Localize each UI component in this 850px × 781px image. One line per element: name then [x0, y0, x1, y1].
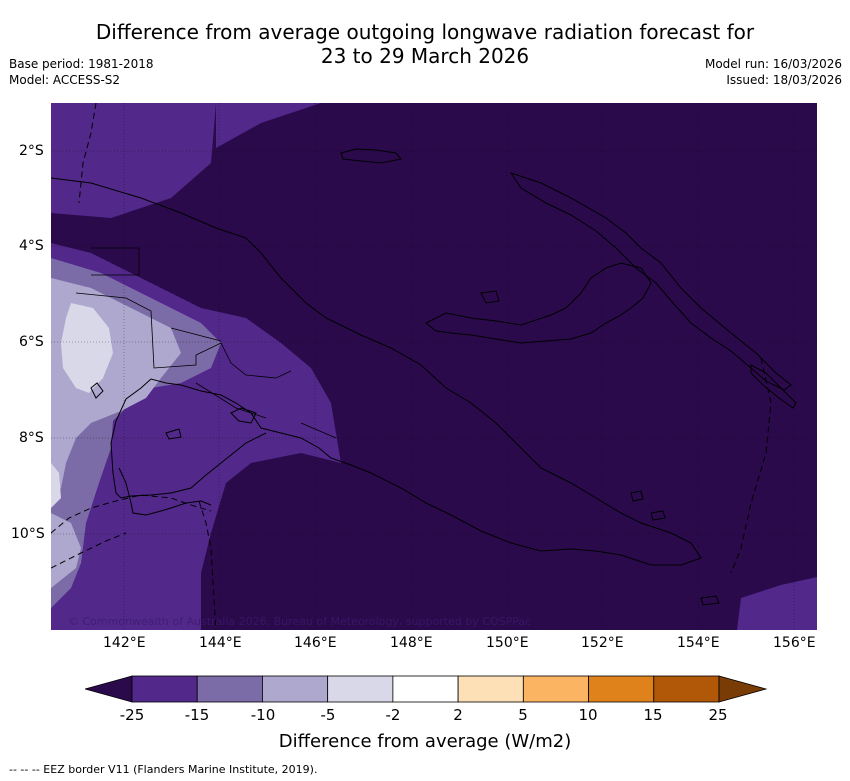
- lat-label-8s: 8°S: [19, 430, 44, 446]
- lon-label-156e: 156°E: [773, 635, 816, 651]
- lon-label-144e: 144°E: [199, 635, 242, 651]
- colorbar-segment: [327, 675, 394, 703]
- anomaly-zone-purple-se: [737, 577, 817, 630]
- colorbar-segment: [457, 675, 524, 703]
- colorbar-segment: [522, 675, 589, 703]
- colorbar-segments: [131, 675, 720, 703]
- graticule: [51, 103, 817, 630]
- colorbar-segment: [262, 675, 329, 703]
- lat-label-2s: 2°S: [19, 143, 44, 159]
- colorbar-segment: [196, 675, 263, 703]
- legend-tick: -2: [385, 706, 401, 724]
- legend-tick: -25: [119, 706, 145, 724]
- anomaly-zone-very-light: [51, 303, 113, 508]
- legend-tick: 15: [643, 706, 663, 724]
- model-info: Base period: 1981-2018 Model: ACCESS-S2: [9, 56, 154, 88]
- legend-tick: -10: [250, 706, 276, 724]
- colorbar-extend-high: [718, 675, 768, 703]
- colorbar-extend-low: [85, 675, 133, 703]
- new-britain-coast: [425, 262, 652, 344]
- eez-east: [730, 357, 772, 574]
- title-line-1: Difference from average outgoing longwav…: [95, 20, 755, 44]
- lat-label-6s: 6°S: [19, 334, 44, 350]
- colorbar-segment: [588, 675, 655, 703]
- colorbar-segment: [653, 675, 720, 703]
- legend-tick: -15: [184, 706, 210, 724]
- model-name: Model: ACCESS-S2: [9, 73, 121, 87]
- manus-island-coast: [340, 148, 402, 164]
- eez-borders: [51, 103, 772, 630]
- png-indonesia-border: [75, 292, 292, 379]
- lon-label-152e: 152°E: [581, 635, 624, 651]
- model-run-date: Model run: 16/03/2026: [704, 57, 842, 71]
- issued-date: Issued: 18/03/2026: [726, 73, 842, 87]
- legend-tick: 10: [578, 706, 598, 724]
- new-ireland-coast: [509, 172, 792, 391]
- eez-west: [78, 103, 97, 204]
- eez-torres: [198, 500, 217, 630]
- title-line-2: 23 to 29 March 2026: [320, 44, 530, 68]
- lon-label-142e: 142°E: [103, 635, 146, 651]
- lat-label-10s: 10°S: [11, 526, 45, 542]
- olr-anomaly-map: © Commonwealth of Australia 2026, Bureau…: [51, 103, 817, 630]
- copyright-text: © Commonwealth of Australia 2026, Bureau…: [68, 615, 531, 628]
- australia-north-coast: [118, 467, 212, 516]
- map-title: Difference from average outgoing longwav…: [0, 20, 850, 68]
- coastlines: [51, 148, 797, 606]
- eez-footnote: -- -- -- EEZ border V11 (Flanders Marine…: [9, 763, 318, 776]
- province-boundaries: [91, 247, 337, 439]
- legend-tick: 5: [518, 706, 528, 724]
- lon-label-154e: 154°E: [677, 635, 720, 651]
- colorbar: [85, 675, 768, 703]
- eez-southwest: [51, 532, 127, 569]
- anomaly-zone-purple-ne: [216, 103, 321, 148]
- small-islands: [90, 290, 720, 606]
- legend-title: Difference from average (W/m2): [278, 731, 572, 752]
- lat-label-4s: 4°S: [19, 238, 44, 254]
- colorbar-segment: [131, 675, 198, 703]
- legend-tick: 25: [708, 706, 728, 724]
- run-info: Model run: 16/03/2026 Issued: 18/03/2026: [705, 56, 842, 88]
- new-guinea-coast: [51, 177, 702, 566]
- legend-tick: -5: [320, 706, 336, 724]
- lon-label-150e: 150°E: [486, 635, 529, 651]
- lon-label-148e: 148°E: [390, 635, 433, 651]
- bougainville-coast: [750, 364, 797, 409]
- base-period: Base period: 1981-2018: [9, 57, 154, 71]
- lon-label-146e: 146°E: [294, 635, 337, 651]
- legend-tick: 2: [453, 706, 463, 724]
- colorbar-segment: [392, 675, 459, 703]
- political-borders: [75, 247, 337, 439]
